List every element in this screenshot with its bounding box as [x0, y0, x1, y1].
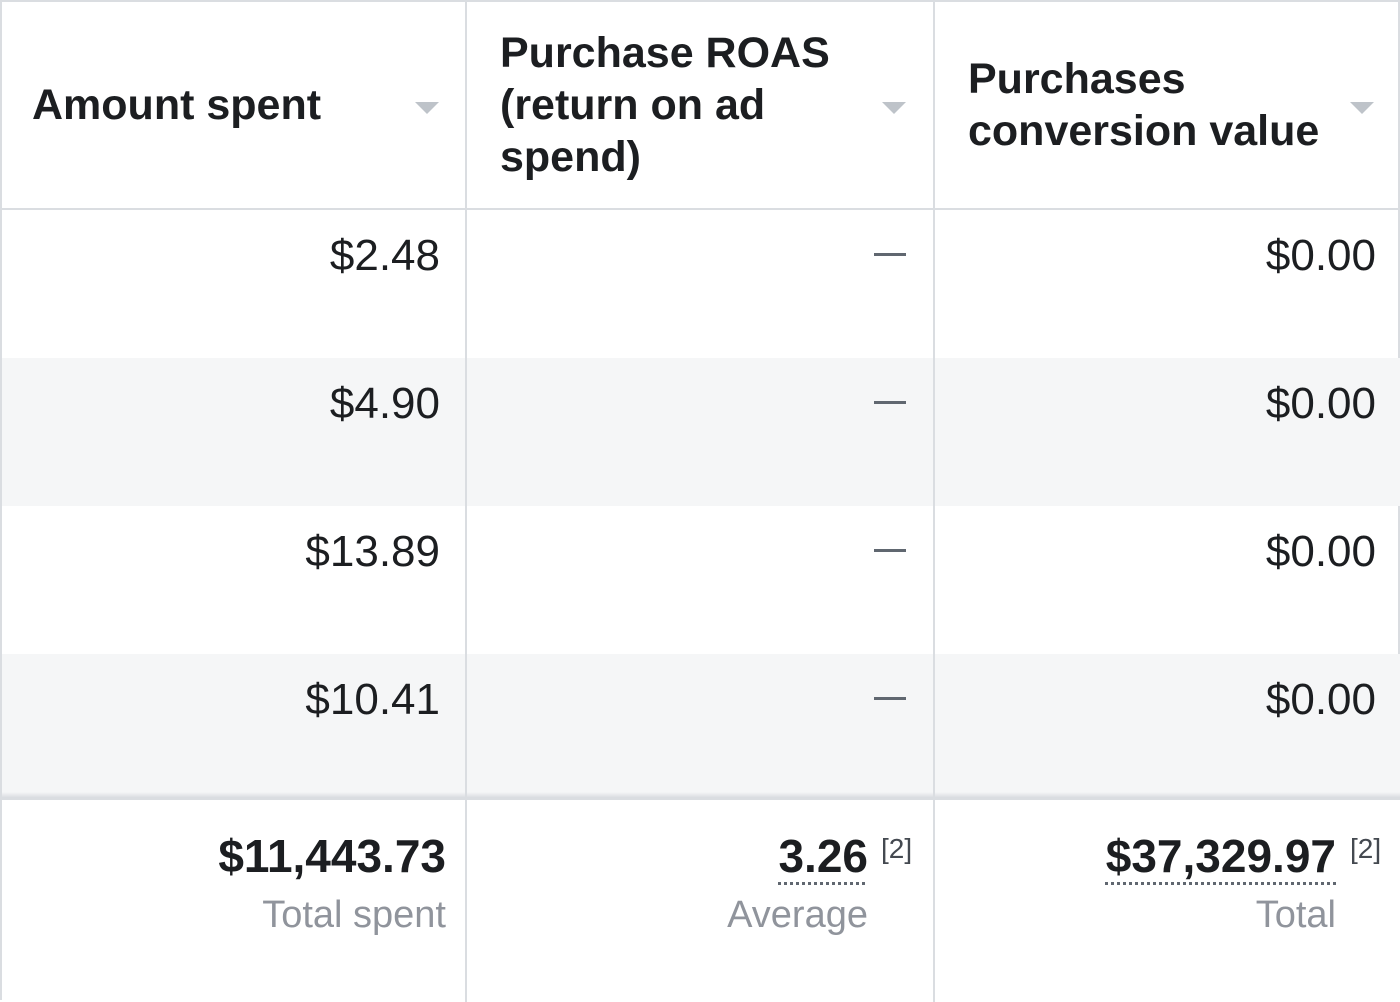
conversion-value-cell: $0.00: [1265, 231, 1376, 280]
amount-spent-cell: $2.48: [329, 231, 440, 280]
chevron-down-icon[interactable]: [415, 102, 439, 114]
column-divider[interactable]: [465, 2, 467, 1002]
amount-spent-cell: $10.41: [305, 675, 440, 724]
column-header-label: Purchases conversion value: [968, 55, 1320, 155]
average-roas-footnote[interactable]: [2]: [881, 833, 913, 864]
column-header-amount-spent[interactable]: Amount spent: [32, 2, 432, 208]
total-conversion-footnote[interactable]: [2]: [1350, 833, 1382, 864]
chevron-down-icon[interactable]: [882, 102, 906, 114]
column-header-purchases-conversion-value[interactable]: Purchases conversion value: [968, 2, 1338, 208]
conversion-value-cell: $0.00: [1265, 527, 1376, 576]
amount-spent-cell: $4.90: [329, 379, 440, 428]
column-header-purchase-roas[interactable]: Purchase ROAS (return on ad spend): [500, 2, 870, 208]
total-conversion-value[interactable]: $37,329.97: [1105, 830, 1336, 882]
empty-value-dash: [874, 697, 906, 700]
table-row[interactable]: $4.90 $0.00: [2, 358, 1400, 506]
chevron-down-icon[interactable]: [1350, 102, 1374, 114]
conversion-value-cell: $0.00: [1265, 379, 1376, 428]
empty-value-dash: [874, 401, 906, 404]
empty-value-dash: [874, 253, 906, 256]
table-row[interactable]: $10.41 $0.00: [2, 654, 1400, 802]
total-spent-label: Total spent: [262, 894, 446, 936]
table-summary-row: $11,443.73 Total spent 3.26 [2] Average …: [2, 797, 1400, 1002]
column-header-label: Purchase ROAS (return on ad spend): [500, 29, 830, 181]
amount-spent-cell: $13.89: [305, 527, 440, 576]
total-conversion-label: Total: [1255, 894, 1336, 936]
average-roas-label: Average: [727, 894, 868, 936]
average-roas-value[interactable]: 3.26: [778, 830, 868, 882]
conversion-value-cell: $0.00: [1265, 675, 1376, 724]
footer-divider-shadow: [2, 792, 1400, 798]
table-row[interactable]: $2.48 $0.00: [2, 210, 1400, 358]
table-header: Amount spent Purchase ROAS (return on ad…: [2, 2, 1400, 210]
empty-value-dash: [874, 549, 906, 552]
column-header-label: Amount spent: [32, 81, 322, 129]
table-row[interactable]: $13.89 $0.00: [2, 506, 1400, 654]
column-divider[interactable]: [933, 2, 935, 1002]
total-spent-value: $11,443.73: [218, 830, 446, 882]
